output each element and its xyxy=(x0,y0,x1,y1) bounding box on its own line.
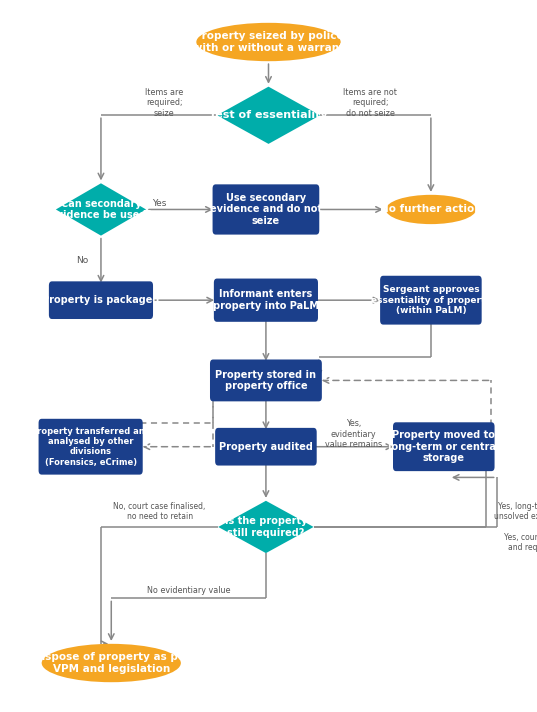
FancyBboxPatch shape xyxy=(213,184,320,234)
Text: Yes, court case finalised
and required to retain: Yes, court case finalised and required t… xyxy=(504,533,537,552)
Polygon shape xyxy=(218,501,314,553)
FancyBboxPatch shape xyxy=(215,428,317,466)
Text: Property seized by police
(with or without a warrant): Property seized by police (with or witho… xyxy=(188,31,349,53)
Text: No further action: No further action xyxy=(380,204,482,214)
Text: Dispose of property as per
VPM and legislation: Dispose of property as per VPM and legis… xyxy=(33,652,190,674)
FancyBboxPatch shape xyxy=(210,360,322,402)
Text: Yes, long-term
unsolved exhibit: Yes, long-term unsolved exhibit xyxy=(494,502,537,521)
Text: Informant enters
property into PaLM: Informant enters property into PaLM xyxy=(213,289,319,311)
FancyBboxPatch shape xyxy=(393,422,495,471)
Text: No evidentiary value: No evidentiary value xyxy=(147,585,230,595)
Text: Yes,
evidentiary
value remains: Yes, evidentiary value remains xyxy=(325,419,382,449)
Text: Property is packaged: Property is packaged xyxy=(42,295,159,305)
Text: Property audited: Property audited xyxy=(219,441,313,451)
Text: Property moved to
long-term or central
storage: Property moved to long-term or central s… xyxy=(388,430,499,464)
Polygon shape xyxy=(56,183,146,236)
FancyBboxPatch shape xyxy=(214,278,318,322)
Text: Items are
required;
seize: Items are required; seize xyxy=(145,88,183,117)
Text: Yes: Yes xyxy=(152,199,166,209)
FancyBboxPatch shape xyxy=(39,419,143,475)
Ellipse shape xyxy=(197,23,340,61)
Text: Items are not
required;
do not seize: Items are not required; do not seize xyxy=(343,88,397,117)
Text: Can secondary
evidence be used?: Can secondary evidence be used? xyxy=(50,199,152,220)
Text: Use secondary
evidence and do not
seize: Use secondary evidence and do not seize xyxy=(210,193,322,226)
Text: Sergeant approves
essentiality of property
(within PaLM): Sergeant approves essentiality of proper… xyxy=(371,286,491,315)
FancyBboxPatch shape xyxy=(49,281,153,319)
Polygon shape xyxy=(217,87,320,144)
Text: No, court case finalised,
no need to retain: No, court case finalised, no need to ret… xyxy=(113,502,206,521)
Text: No: No xyxy=(76,256,88,265)
Ellipse shape xyxy=(42,644,181,682)
Text: Is the property
still required?: Is the property still required? xyxy=(224,516,307,538)
Text: Property transferred and
analysed by other
divisions
(Forensics, eCrime): Property transferred and analysed by oth… xyxy=(31,426,150,467)
Text: Test of essentiality: Test of essentiality xyxy=(209,110,328,120)
FancyBboxPatch shape xyxy=(380,276,482,325)
Text: Property stored in
property office: Property stored in property office xyxy=(215,370,316,391)
Ellipse shape xyxy=(386,195,476,224)
